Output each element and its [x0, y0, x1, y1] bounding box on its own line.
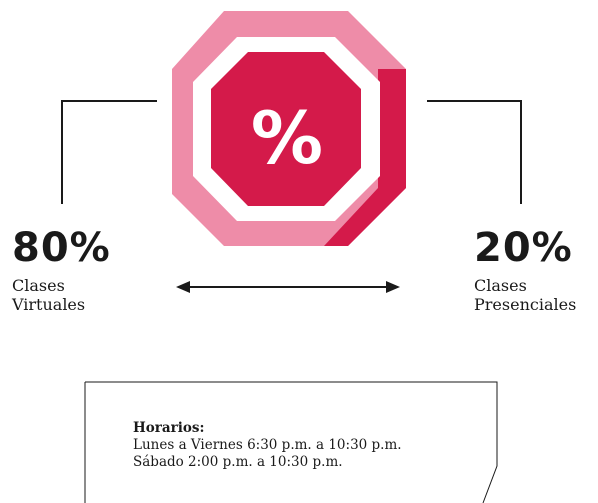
right-caption-line2: Presenciales: [474, 295, 577, 314]
percent-symbol: %: [251, 96, 323, 180]
schedule-note-box: [84, 381, 498, 503]
double-arrow: [176, 281, 400, 293]
right-caption-line1: Clases: [474, 276, 527, 295]
ring-segment-20-percent: [324, 69, 406, 246]
core-octagon: [211, 52, 361, 206]
right-percent-value: 20%: [474, 225, 573, 271]
left-caption: Clases Virtuales: [12, 276, 85, 314]
schedule-line-weekdays: Lunes a Viernes 6:30 p.m. a 10:30 p.m.: [133, 437, 402, 453]
left-caption-line2: Virtuales: [12, 295, 86, 314]
left-percent-value: 80%: [12, 225, 111, 271]
left-caption-line1: Clases: [12, 276, 65, 295]
right-caption: Clases Presenciales: [474, 276, 576, 314]
schedule-line-saturday: Sábado 2:00 p.m. a 10:30 p.m.: [133, 454, 343, 470]
right-connector-line: [427, 100, 522, 204]
schedule-heading: Horarios:: [133, 420, 205, 436]
left-connector-line: [61, 100, 157, 204]
schedule-text: Horarios: Lunes a Viernes 6:30 p.m. a 10…: [133, 420, 402, 471]
